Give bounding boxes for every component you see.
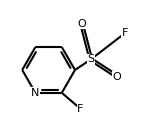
Text: O: O <box>77 19 86 29</box>
Text: N: N <box>31 88 40 98</box>
Text: F: F <box>122 28 128 38</box>
Text: F: F <box>77 104 83 114</box>
Text: S: S <box>87 54 94 64</box>
Text: O: O <box>113 72 122 82</box>
